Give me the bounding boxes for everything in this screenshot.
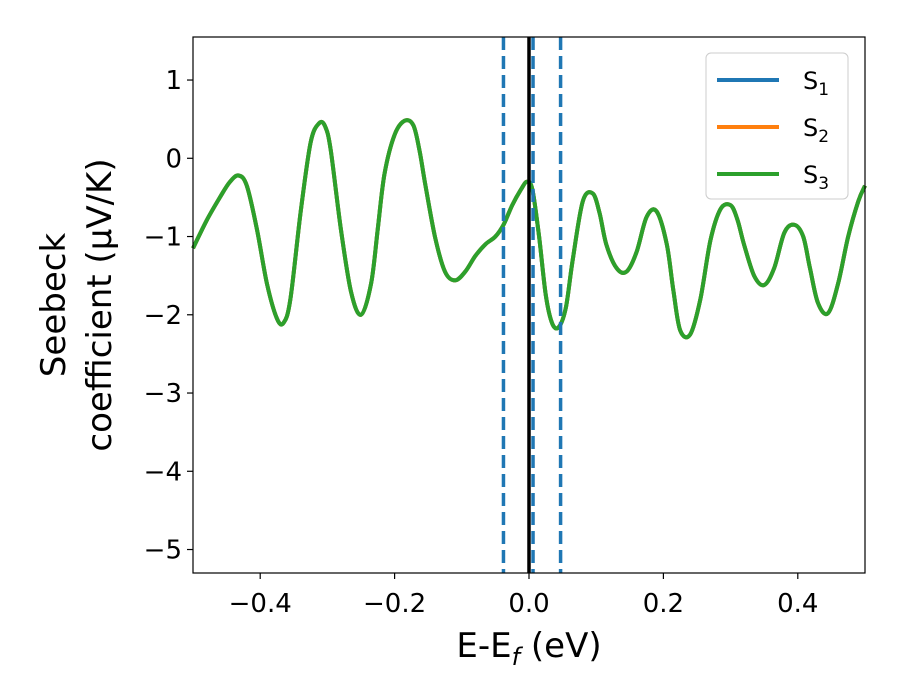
y-tick-label: −2	[144, 301, 182, 331]
y-axis-label: Seebeck coefficient (μV/K)	[34, 158, 120, 451]
y-tick-label: −3	[144, 379, 182, 409]
fermi-markers	[501, 37, 563, 573]
x-tick-label: −0.2	[363, 589, 426, 619]
y-tick-label: −5	[144, 536, 182, 566]
y-tick-label: 0	[165, 144, 182, 174]
y-axis-label-line2: coefficient (μV/K)	[80, 158, 120, 451]
legend-label-s3: S3	[803, 161, 829, 194]
y-tick-label: −4	[144, 457, 182, 487]
y-tick-label: 1	[165, 66, 182, 96]
series-line-s3	[191, 118, 867, 340]
y-tick-label: −1	[144, 223, 182, 253]
x-tick-label: 0.4	[777, 589, 818, 619]
series-curves	[191, 118, 867, 340]
x-tick-label: 0.0	[508, 589, 549, 619]
y-axis-label-line1: Seebeck	[34, 233, 74, 378]
legend-label-s2: S2	[803, 114, 829, 147]
legend-label-s1: S1	[803, 67, 829, 100]
y-axis-ticks: 1 0 −1 −2 −3 −4 −5	[144, 66, 193, 566]
x-axis-label: E-Ef (eV)	[456, 626, 601, 671]
x-tick-label: 0.2	[643, 589, 684, 619]
legend: S1 S2 S3	[705, 52, 849, 200]
x-tick-label: −0.4	[229, 589, 292, 619]
x-axis-ticks: −0.4 −0.2 0.0 0.2 0.4	[229, 573, 818, 619]
